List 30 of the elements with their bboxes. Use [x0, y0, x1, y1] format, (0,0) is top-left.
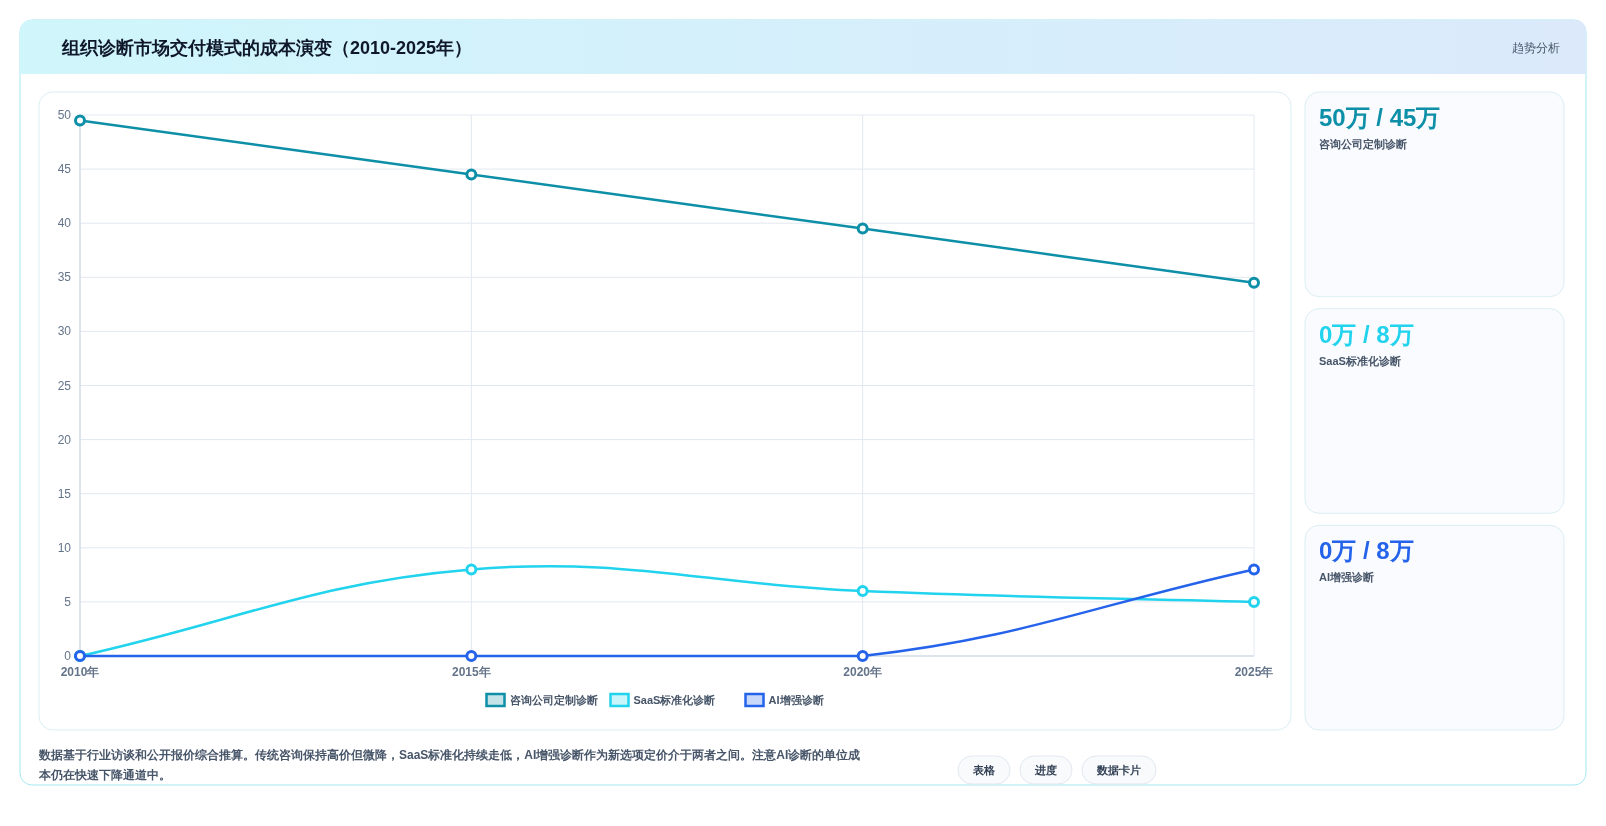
text: 趋势分析	[1512, 41, 1560, 55]
text: 50万 / 45万	[1319, 104, 1441, 131]
y-tick-label: 5	[64, 594, 72, 609]
y-tick-label: 30	[57, 324, 72, 339]
y-tick-label: 20	[57, 432, 72, 447]
y-tick-label: 10	[57, 540, 72, 555]
text: 0万 / 8万	[1319, 537, 1414, 565]
x-tick-label: 2020年	[843, 665, 883, 679]
text: SaaS标准化诊断	[1319, 354, 1401, 367]
text: 进度	[1034, 764, 1057, 776]
text: 数据基于行业访谈和公开报价综合推算。传统咨询保持高价但微降，SaaS标准化持续走低，AI增强诊断作为新选项定价介于两者之间。注意AI诊断的单位成本仍在快速下降通道中。	[38, 748, 861, 782]
text: 表格	[972, 764, 996, 776]
chart-title: 组织诊断市场交付模式的成本演变（2010-2025年）	[61, 38, 473, 58]
y-tick-label: 50	[57, 108, 72, 122]
y-tick-label: 25	[57, 378, 72, 393]
legend-label: AI增强诊断	[768, 694, 824, 706]
y-tick-label: 40	[57, 216, 72, 231]
text: AI增强诊断	[1319, 571, 1374, 584]
y-tick-label: 15	[57, 486, 72, 501]
text: 咨询公司定制诊断	[1319, 138, 1407, 150]
x-tick-label: 2010年	[60, 665, 100, 679]
text: 0万 / 8万	[1319, 320, 1414, 348]
legend-label: 咨询公司定制诊断	[509, 694, 598, 706]
x-tick-label: 2025年	[1234, 665, 1274, 679]
text: 数据卡片	[1096, 764, 1141, 776]
y-tick-label: 45	[57, 162, 72, 177]
y-tick-label: 0	[64, 649, 72, 663]
x-tick-label: 2015年	[451, 665, 491, 679]
y-tick-label: 35	[57, 270, 72, 285]
legend-label: SaaS标准化诊断	[633, 694, 716, 706]
